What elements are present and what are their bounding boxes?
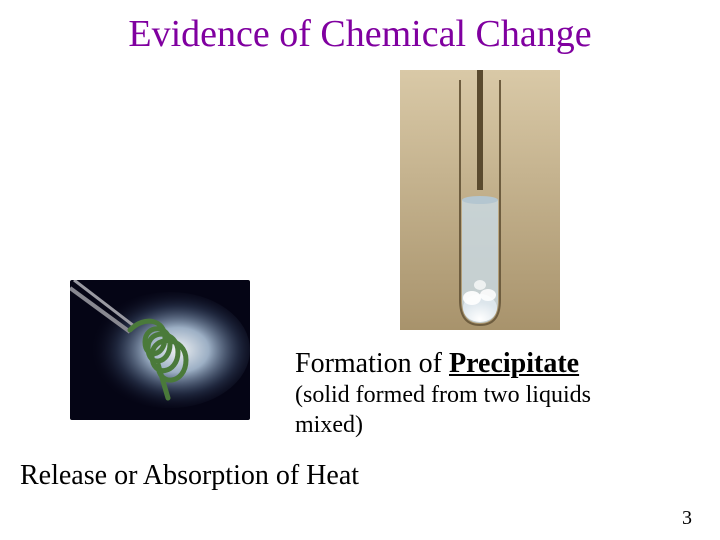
formation-sub2: mixed) — [295, 412, 695, 440]
precipitate-keyword: Precipitate — [449, 348, 579, 379]
heat-caption: Release or Absorption of Heat — [20, 460, 359, 492]
formation-sub1: (solid formed from two liquids — [295, 382, 695, 410]
formation-line: Formation of Precipitate — [295, 348, 695, 380]
formation-prefix: Formation of — [295, 348, 449, 379]
test-tube-svg — [400, 70, 560, 330]
slide-title: Evidence of Chemical Change — [0, 12, 720, 56]
heat-image — [70, 280, 250, 420]
precipitate-image — [400, 70, 560, 330]
precipitate-caption: Formation of Precipitate (solid formed f… — [295, 348, 695, 439]
page-number: 3 — [682, 507, 692, 530]
heat-svg — [70, 280, 250, 420]
